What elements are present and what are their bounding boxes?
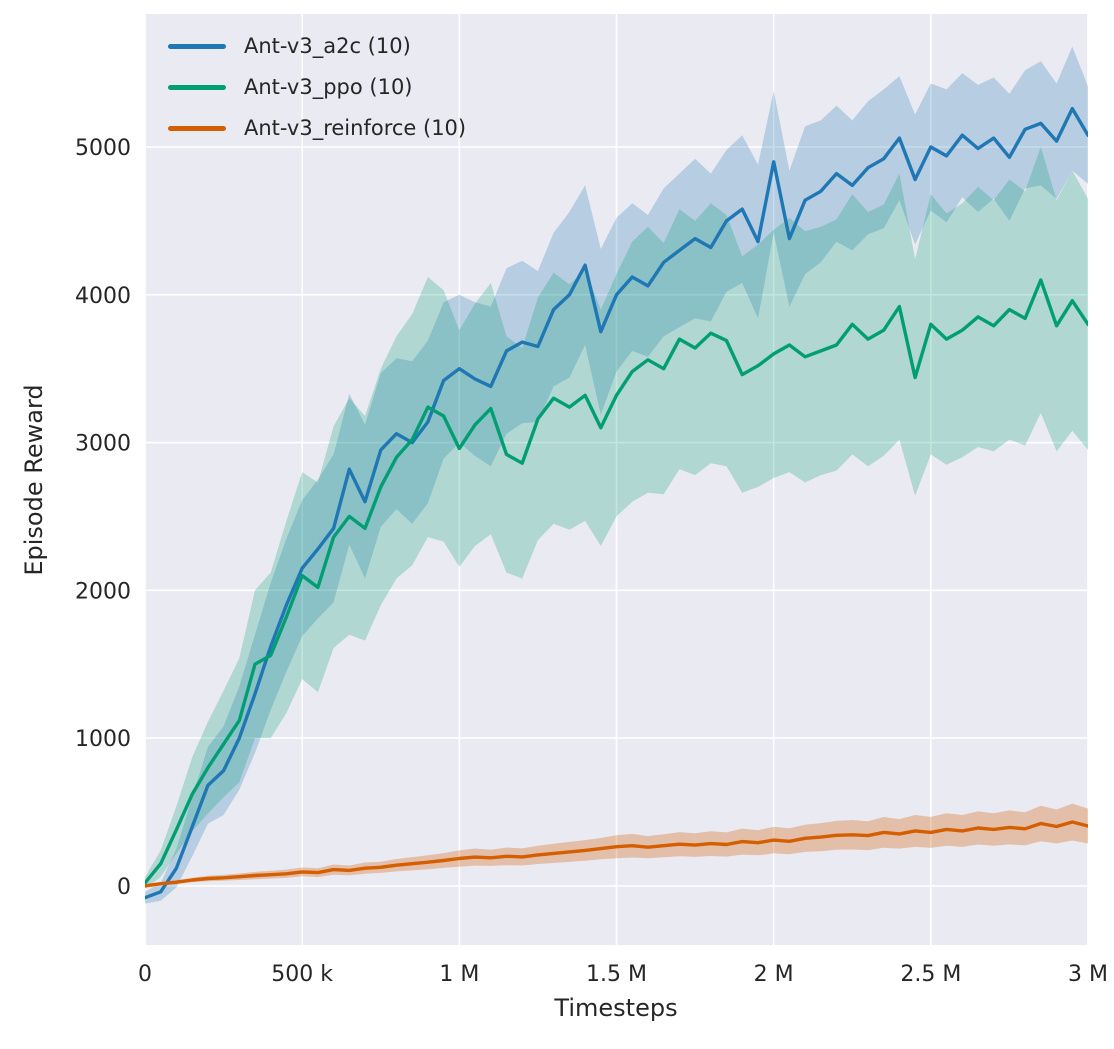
svg-text:3000: 3000 <box>75 432 131 457</box>
svg-text:0: 0 <box>117 875 131 900</box>
svg-text:1000: 1000 <box>75 727 131 752</box>
legend: Ant-v3_a2c (10) Ant-v3_ppo (10) Ant-v3_r… <box>168 32 466 142</box>
legend-label-a2c: Ant-v3_a2c (10) <box>244 34 411 58</box>
svg-text:0: 0 <box>138 962 152 987</box>
legend-item-ppo: Ant-v3_ppo (10) <box>168 73 466 101</box>
x-axis-label: Timesteps <box>554 994 678 1022</box>
legend-label-reinforce: Ant-v3_reinforce (10) <box>244 116 467 140</box>
svg-text:1 M: 1 M <box>439 962 479 987</box>
svg-text:3 M: 3 M <box>1068 962 1108 987</box>
svg-text:5000: 5000 <box>75 136 131 161</box>
a2c-line-swatch <box>168 43 226 49</box>
reinforce-line-swatch <box>168 125 226 131</box>
ppo-line-swatch <box>168 84 226 90</box>
legend-label-ppo: Ant-v3_ppo (10) <box>244 75 413 99</box>
svg-text:4000: 4000 <box>75 284 131 309</box>
svg-text:2.5 M: 2.5 M <box>900 962 961 987</box>
svg-text:2 M: 2 M <box>754 962 794 987</box>
svg-text:1.5 M: 1.5 M <box>586 962 647 987</box>
svg-text:500 k: 500 k <box>271 962 333 987</box>
legend-item-reinforce: Ant-v3_reinforce (10) <box>168 114 466 142</box>
svg-text:2000: 2000 <box>75 579 131 604</box>
legend-item-a2c: Ant-v3_a2c (10) <box>168 32 466 60</box>
y-axis-label: Episode Reward <box>20 384 48 576</box>
